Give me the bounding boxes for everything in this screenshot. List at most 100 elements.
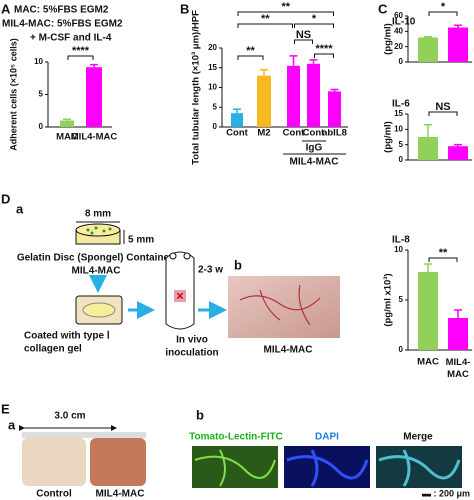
micrograph-vessel (286, 449, 369, 487)
x-tick-label: MAC (56, 132, 78, 143)
photo-mil4 (90, 438, 146, 486)
sig-bracket (67, 55, 94, 60)
bar (231, 113, 243, 127)
group-label: MIL4-MAC (290, 157, 339, 168)
error-bar (454, 309, 462, 318)
error-bar (260, 68, 268, 76)
chart-title: IL-10 (392, 17, 416, 28)
sig-bracket (294, 39, 313, 44)
sub-label: a (16, 201, 24, 216)
disc-text: Gelatin Disc (Spongel) Contained (17, 253, 175, 264)
y-tick-label: 15 (208, 63, 217, 72)
y-tick-label: 0 (399, 155, 404, 164)
error-bar (454, 143, 462, 147)
y-tick-label: 0 (399, 345, 404, 354)
sig-bracket (428, 111, 458, 116)
sig-bracket (237, 11, 334, 16)
condition: MIL4-MAC: 5%FBS EGM2 (2, 19, 123, 30)
stain-label: Merge (403, 432, 433, 443)
panel-label: C (378, 1, 388, 16)
sig-label: **** (72, 45, 90, 57)
ruler-label: 3.0 cm (54, 411, 85, 422)
stain-label: DAPI (315, 432, 339, 443)
panel-label: B (180, 1, 189, 16)
y-axis-label: Adherent cells (×10⁵ cells) (8, 38, 18, 151)
stain-label: Tomato-Lectin-FITC (189, 432, 283, 443)
photo-label: MIL4-MAC (96, 489, 145, 500)
implant-mark: ✕ (176, 292, 184, 303)
sig-bracket (314, 53, 334, 58)
coat-text: collagen gel (24, 344, 82, 355)
y-tick-label: 5 (213, 102, 218, 111)
error-bar (424, 35, 432, 38)
vessels (239, 284, 321, 326)
cells (86, 226, 112, 235)
sig-bracket (237, 55, 264, 60)
scale-bar: ▬ : 200 μm (422, 488, 470, 498)
sub-label: b (196, 407, 204, 422)
bar (418, 37, 438, 62)
sig-label: * (312, 13, 317, 25)
panel-label: D (1, 191, 10, 206)
y-tick-label: 20 (394, 42, 403, 51)
y-axis-label: Total tubular length (×10³ μm)/HPF (191, 10, 202, 165)
sig-label: ** (439, 247, 448, 259)
panel-label: E (1, 401, 10, 416)
chart-title: IL-8 (392, 235, 410, 246)
bar (448, 27, 468, 62)
bar (307, 63, 320, 127)
bar (60, 120, 74, 127)
sig-label: * (441, 1, 446, 13)
gel (82, 302, 116, 318)
sig-bracket (237, 23, 293, 28)
bar (328, 91, 341, 127)
y-tick-label: 40 (394, 26, 403, 35)
sig-label: ** (281, 1, 290, 13)
y-tick-label: 10 (394, 245, 403, 254)
y-tick-label: 5 (399, 295, 404, 304)
error-bar (424, 123, 432, 137)
implant (174, 290, 186, 302)
y-axis-label: (pg/ml) (383, 23, 394, 55)
x-tick-label: MAC (417, 357, 439, 368)
error-bar (454, 24, 462, 28)
y-tick-label: 10 (34, 57, 43, 66)
y-axis-label: (pg/ml) (383, 121, 394, 153)
photo-label: MIL4-MAC (264, 345, 313, 356)
x-tick-label: M2 (257, 128, 270, 139)
sig-label: **** (315, 43, 333, 55)
sig-bracket (428, 257, 458, 262)
y-tick-label: 10 (208, 83, 217, 92)
micrograph-vessel (378, 449, 461, 487)
error-bar (233, 108, 241, 114)
error-bar (289, 55, 298, 66)
duration: 2-3 w (198, 265, 223, 276)
y-tick-label: 10 (394, 124, 403, 133)
photo-control (22, 438, 86, 486)
sig-label: NS (296, 29, 311, 41)
bar (418, 272, 438, 350)
group-label: IgG (306, 143, 323, 154)
micrograph (192, 446, 278, 488)
bar (86, 67, 102, 127)
sub-label: a (8, 417, 16, 432)
x-tick-label: MIL4-MAC (71, 132, 118, 143)
sig-label: ** (246, 45, 255, 57)
disc-text: MIL4-MAC (72, 266, 121, 277)
ruler (22, 432, 146, 438)
sig-label: ** (261, 13, 270, 25)
x-tick-label: Cont (303, 128, 325, 139)
mouse-ear (183, 252, 191, 260)
micrograph (284, 446, 370, 488)
y-axis-label: (pg/ml x10³) (383, 273, 394, 326)
micrograph (376, 446, 462, 488)
bar (287, 65, 300, 127)
sig-bracket (294, 23, 334, 28)
mouse-ear (169, 252, 177, 260)
y-tick-label: 5 (39, 90, 44, 99)
dimension: 5 mm (128, 235, 154, 246)
error-bar (424, 263, 432, 272)
x-tick-label: MIL4-MAC (446, 357, 471, 380)
dimension: 8 mm (85, 209, 111, 220)
